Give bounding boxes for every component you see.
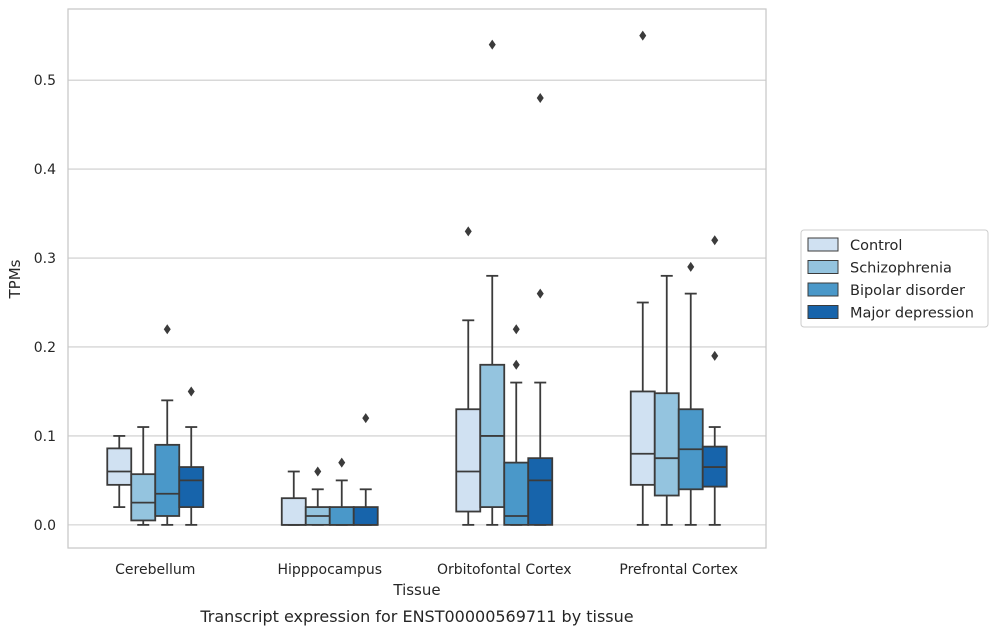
chart-caption: Transcript expression for ENST0000056971… bbox=[199, 607, 633, 626]
outlier-point bbox=[512, 359, 520, 370]
y-tick-label: 0.4 bbox=[34, 162, 56, 178]
box-group bbox=[280, 470, 307, 526]
box-group bbox=[455, 226, 482, 526]
outlier-point bbox=[338, 457, 346, 468]
outlier-point bbox=[187, 386, 195, 397]
outlier-point bbox=[687, 261, 695, 272]
plot-frame bbox=[67, 8, 767, 549]
box-group bbox=[178, 386, 205, 526]
legend-frame bbox=[800, 229, 989, 328]
outlier-point bbox=[163, 324, 171, 335]
outlier-point bbox=[711, 235, 719, 246]
legend-label: Schizophrenia bbox=[850, 261, 952, 277]
x-axis-title: Tissue bbox=[392, 581, 440, 599]
x-axis-ticks: Cerebellum Hipppocampus Orbitofontal Corte… bbox=[115, 562, 738, 578]
legend-swatch bbox=[807, 237, 839, 252]
box bbox=[154, 443, 181, 517]
box bbox=[130, 473, 157, 522]
box-group bbox=[328, 457, 355, 526]
box bbox=[455, 408, 482, 513]
box bbox=[106, 447, 133, 486]
y-tick-label: 0.1 bbox=[34, 429, 56, 445]
outlier-point bbox=[639, 30, 647, 41]
outlier-point bbox=[536, 92, 544, 103]
outlier-point bbox=[464, 226, 472, 237]
box-group bbox=[304, 466, 331, 526]
box bbox=[653, 392, 680, 497]
box-group bbox=[106, 435, 133, 508]
box-group bbox=[503, 324, 530, 526]
box bbox=[280, 497, 307, 526]
legend-label: Major depression bbox=[850, 306, 974, 322]
y-axis-ticks: 0.0 0.1 0.2 0.3 0.4 0.5 bbox=[34, 73, 56, 534]
box bbox=[178, 466, 205, 508]
legend-label: Control bbox=[850, 238, 902, 254]
y-axis-title: TPMs bbox=[6, 259, 24, 299]
box bbox=[527, 457, 554, 526]
outlier-point bbox=[711, 350, 719, 361]
x-tick-label: Orbitofontal Cortex bbox=[437, 562, 572, 578]
y-tick-label: 0.5 bbox=[34, 73, 56, 89]
box-group bbox=[653, 274, 680, 526]
box-group bbox=[130, 426, 157, 526]
box-group bbox=[527, 92, 554, 526]
box-group bbox=[479, 39, 506, 526]
outlier-point bbox=[512, 324, 520, 335]
box-group bbox=[154, 324, 181, 526]
legend-label: Bipolar disorder bbox=[850, 283, 965, 299]
outlier-point bbox=[488, 39, 496, 50]
box bbox=[629, 390, 656, 486]
x-tick-label: Hipppocampus bbox=[277, 562, 382, 578]
box-group bbox=[677, 261, 704, 526]
y-tick-label: 0.0 bbox=[34, 518, 56, 534]
legend: Control Schizophrenia Bipolar disorder Majo… bbox=[800, 229, 989, 328]
box-group bbox=[629, 30, 656, 526]
y-tick-label: 0.2 bbox=[34, 340, 56, 356]
x-tick-label: Cerebellum bbox=[115, 562, 195, 578]
plot-area bbox=[106, 30, 728, 526]
legend-swatch bbox=[807, 305, 839, 319]
outlier-point bbox=[362, 413, 370, 424]
y-tick-label: 0.3 bbox=[34, 251, 56, 267]
grid-lines bbox=[68, 79, 766, 526]
box bbox=[352, 506, 379, 526]
x-tick-label: Prefrontal Cortex bbox=[619, 562, 738, 578]
outlier-point bbox=[314, 466, 322, 477]
box bbox=[328, 506, 355, 526]
legend-swatch bbox=[807, 260, 839, 274]
box-group bbox=[701, 235, 728, 526]
outlier-point bbox=[536, 288, 544, 299]
legend-swatch bbox=[807, 282, 839, 297]
box-group bbox=[352, 413, 379, 526]
